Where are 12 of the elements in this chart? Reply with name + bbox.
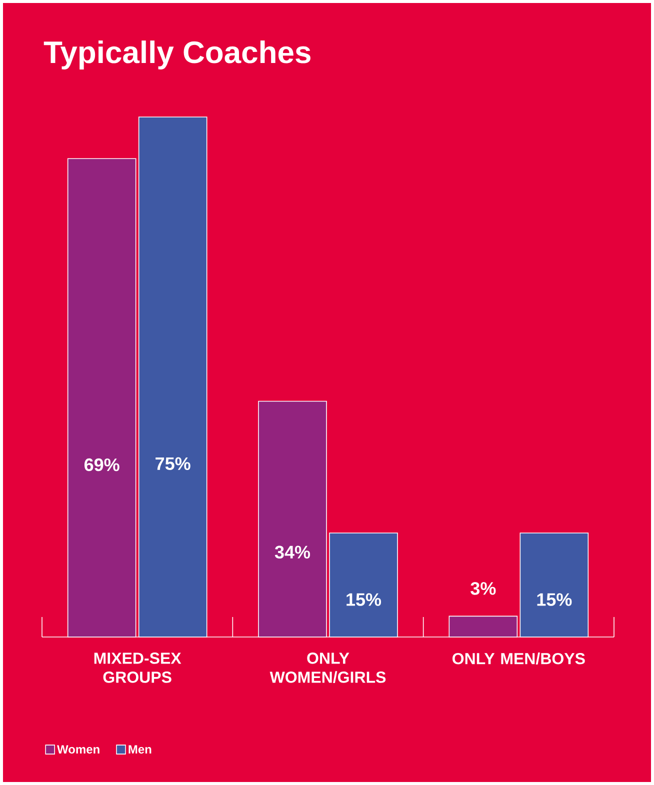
chart-title: Typically Coaches <box>44 40 310 70</box>
data-label: 69% <box>84 458 120 472</box>
legend-label: Women <box>57 745 100 754</box>
legend-label: Men <box>128 745 152 754</box>
data-label: 15% <box>537 593 572 606</box>
x-tick-label: ONLY WOMEN/GIRLS <box>270 652 386 684</box>
x-tick-label: ONLY MEN/BOYS <box>452 652 585 664</box>
data-label: 15% <box>346 593 382 606</box>
data-label: 75% <box>156 457 190 470</box>
data-label: 3% <box>470 582 496 595</box>
x-tick-label: MIXED-SEX GROUPS <box>94 652 182 683</box>
data-label: 34% <box>274 546 310 559</box>
